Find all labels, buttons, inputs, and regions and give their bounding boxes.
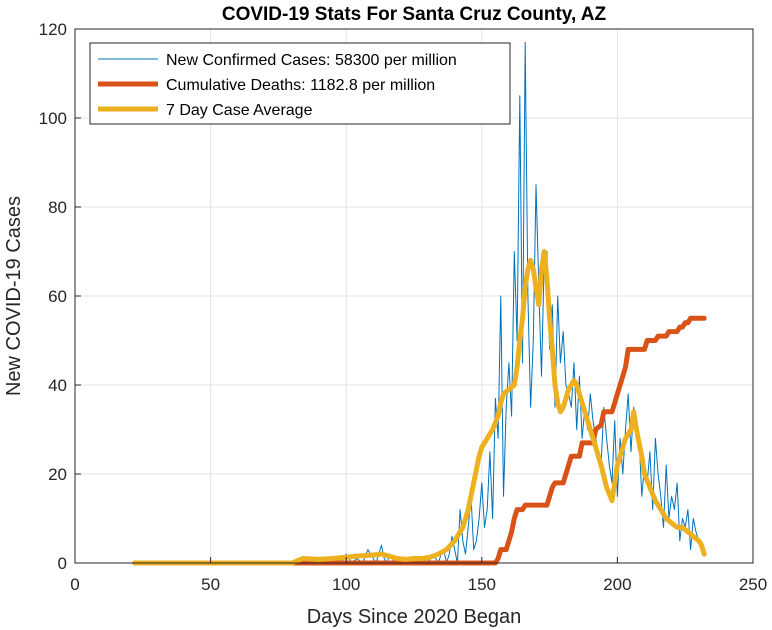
x-tick-label: 0 bbox=[70, 575, 79, 594]
y-tick-label: 20 bbox=[48, 465, 67, 484]
legend-label: 7 Day Case Average bbox=[166, 102, 313, 119]
y-tick-label: 40 bbox=[48, 376, 67, 395]
y-tick-label: 120 bbox=[39, 20, 67, 39]
legend-box bbox=[89, 42, 511, 125]
x-axis-label: Days Since 2020 Began bbox=[307, 606, 522, 628]
y-tick-label: 60 bbox=[48, 287, 67, 306]
x-tick-label: 100 bbox=[332, 575, 360, 594]
legend-label: Cumulative Deaths: 1182.8 per million bbox=[166, 77, 435, 94]
x-tick-label: 200 bbox=[603, 575, 631, 594]
x-tick-label: 150 bbox=[468, 575, 496, 594]
x-tick-label: 50 bbox=[201, 575, 220, 594]
y-tick-label: 0 bbox=[58, 554, 67, 573]
series-layer bbox=[132, 41, 707, 566]
seven-day-average-line bbox=[132, 249, 707, 566]
legend-label: New Confirmed Cases: 58300 per million bbox=[166, 52, 457, 69]
y-tick-label: 80 bbox=[48, 198, 67, 217]
y-axis-label: New COVID-19 Cases bbox=[3, 196, 25, 396]
chart-title: COVID-19 Stats For Santa Cruz County, AZ bbox=[222, 4, 607, 25]
axis-ticks: 0 50 100 150 200 250 0 20 40 60 80 100 120 bbox=[39, 20, 768, 594]
legend: New Confirmed Cases: 58300 per million Cu… bbox=[89, 42, 511, 125]
x-tick-label: 250 bbox=[739, 575, 767, 594]
y-tick-label: 100 bbox=[39, 109, 67, 128]
